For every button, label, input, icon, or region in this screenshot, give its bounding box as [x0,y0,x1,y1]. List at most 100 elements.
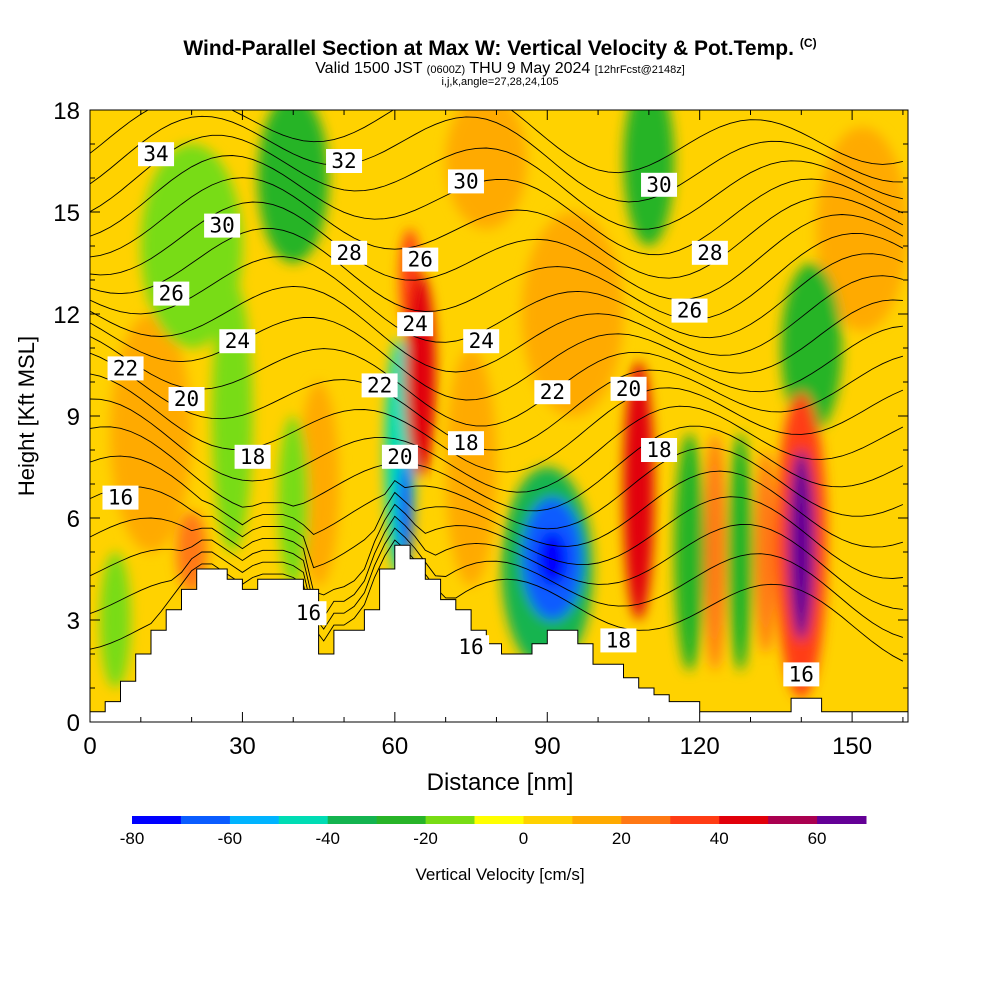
svg-text:34: 34 [143,142,168,166]
svg-text:26: 26 [408,248,433,272]
colorbar-swatch [278,816,329,824]
theta-contour-label: 22 [534,380,571,405]
theta-contour-label: 28 [691,241,728,265]
svg-text:20: 20 [616,377,641,401]
y-tick-label: 9 [67,404,80,431]
svg-text:26: 26 [677,299,702,323]
colorbar-tick-label: 20 [612,829,631,848]
theta-contour-line [90,425,904,512]
theta-contour-label: 32 [326,149,363,173]
theta-contour-line [90,228,904,320]
theta-contour-line [90,527,904,638]
theta-contour-line [90,253,904,343]
theta-contour-label: 24 [397,312,434,337]
theta-contour-line [90,275,904,373]
svg-text:24: 24 [469,329,494,353]
theta-contour-label: 16 [453,635,490,660]
theta-contour-label: 22 [361,373,398,398]
y-tick-label: 3 [67,608,80,635]
copyright-mark: (C) [799,36,817,50]
x-tick-label: 150 [832,733,872,760]
theta-contour-line [90,177,904,279]
x-axis-label: Distance [nm] [427,769,574,796]
colorbar-swatch [229,816,280,824]
y-tick-label: 0 [67,710,80,737]
colorbar-swatch [132,816,182,824]
theta-contour-label: 30 [447,169,484,194]
x-tick-label: 90 [534,733,561,760]
svg-text:22: 22 [540,380,565,404]
theta-contour-label: 20 [610,376,647,401]
chart-title: Wind-Parallel Section at Max W: Vertical… [183,36,817,60]
y-tick-label: 18 [53,98,80,125]
svg-text:30: 30 [209,214,234,238]
y-tick-label: 12 [53,302,80,329]
theta-contour-line [90,352,904,451]
y-axis-label: Height [Kft MSL] [14,336,39,496]
colorbar-swatch [523,816,573,824]
theta-contour-line [90,373,904,473]
forecast-info: [12hrFcst@2148z] [594,64,685,76]
svg-text:28: 28 [697,241,722,265]
colorbar-tick-label: 0 [519,829,528,848]
velocity-cell [623,110,675,246]
colorbar-tick-label: -60 [218,829,243,848]
theta-contour-label: 24 [219,329,256,354]
theta-contour-label: 34 [138,142,175,167]
velocity-cell [257,110,329,263]
theta-contour-line [90,115,903,203]
svg-text:20: 20 [174,387,199,411]
colorbar-swatch [768,816,818,824]
theta-contour-line [90,155,904,256]
theta-contour-label: 16 [290,601,327,626]
x-tick-label: 60 [381,733,408,760]
theta-contour-line [90,496,903,596]
contour-labels: 34 32 30 30 30 28 28 26 26 26 24 24 24 22 22 22 20 20 20 18… [102,142,820,687]
y-tick-label: 15 [53,200,80,227]
x-tick-label: 30 [229,733,256,760]
theta-contour-line [90,470,904,569]
terrain-polygon [90,544,908,722]
theta-contour-label: 20 [168,387,205,411]
velocity-cell [755,450,776,654]
velocity-cell [704,433,726,671]
theta-contour-label: 30 [641,172,678,197]
velocity-cell [521,212,624,416]
colorbar: -80 -60 -40 -20 0 20 40 60 [120,816,867,848]
theta-contour-label: 18 [641,438,678,462]
utc-time: (0600Z) [426,64,466,76]
colorbar-swatch [572,816,622,824]
theta-contour-label: 22 [107,356,144,381]
theta-contour-line [90,134,903,230]
colorbar-tick-label: 40 [710,829,729,848]
velocity-cell [780,263,842,433]
theta-contour-line [90,447,904,536]
svg-text:18: 18 [453,431,478,455]
colorbar-swatch [474,816,524,824]
svg-text:28: 28 [336,241,361,265]
colorbar-tick-label: 60 [808,829,827,848]
theta-contour-line [90,398,904,493]
theta-contour-label: 18 [234,444,271,469]
svg-text:26: 26 [159,282,184,306]
svg-text:30: 30 [646,173,671,197]
velocity-cell [211,280,253,552]
colorbar-swatch [621,816,671,824]
svg-text:16: 16 [458,635,483,659]
velocity-cell [445,110,527,229]
colorbar-tick-label: -40 [315,829,340,848]
colorbar-swatch [376,816,427,824]
theta-contour-line [90,110,903,174]
theta-contour-label: 26 [153,281,190,306]
theta-contour-label: 16 [783,662,820,687]
svg-text:32: 32 [331,149,356,173]
x-tick-label: 120 [680,733,720,760]
colorbar-swatch [180,816,231,824]
svg-text:30: 30 [453,169,478,193]
colorbar-tick-label: -20 [413,829,438,848]
colorbar-swatch [670,816,720,824]
svg-text:22: 22 [367,373,392,397]
svg-text:18: 18 [606,628,631,652]
velocity-cell [298,382,339,586]
velocity-cell [623,361,654,620]
